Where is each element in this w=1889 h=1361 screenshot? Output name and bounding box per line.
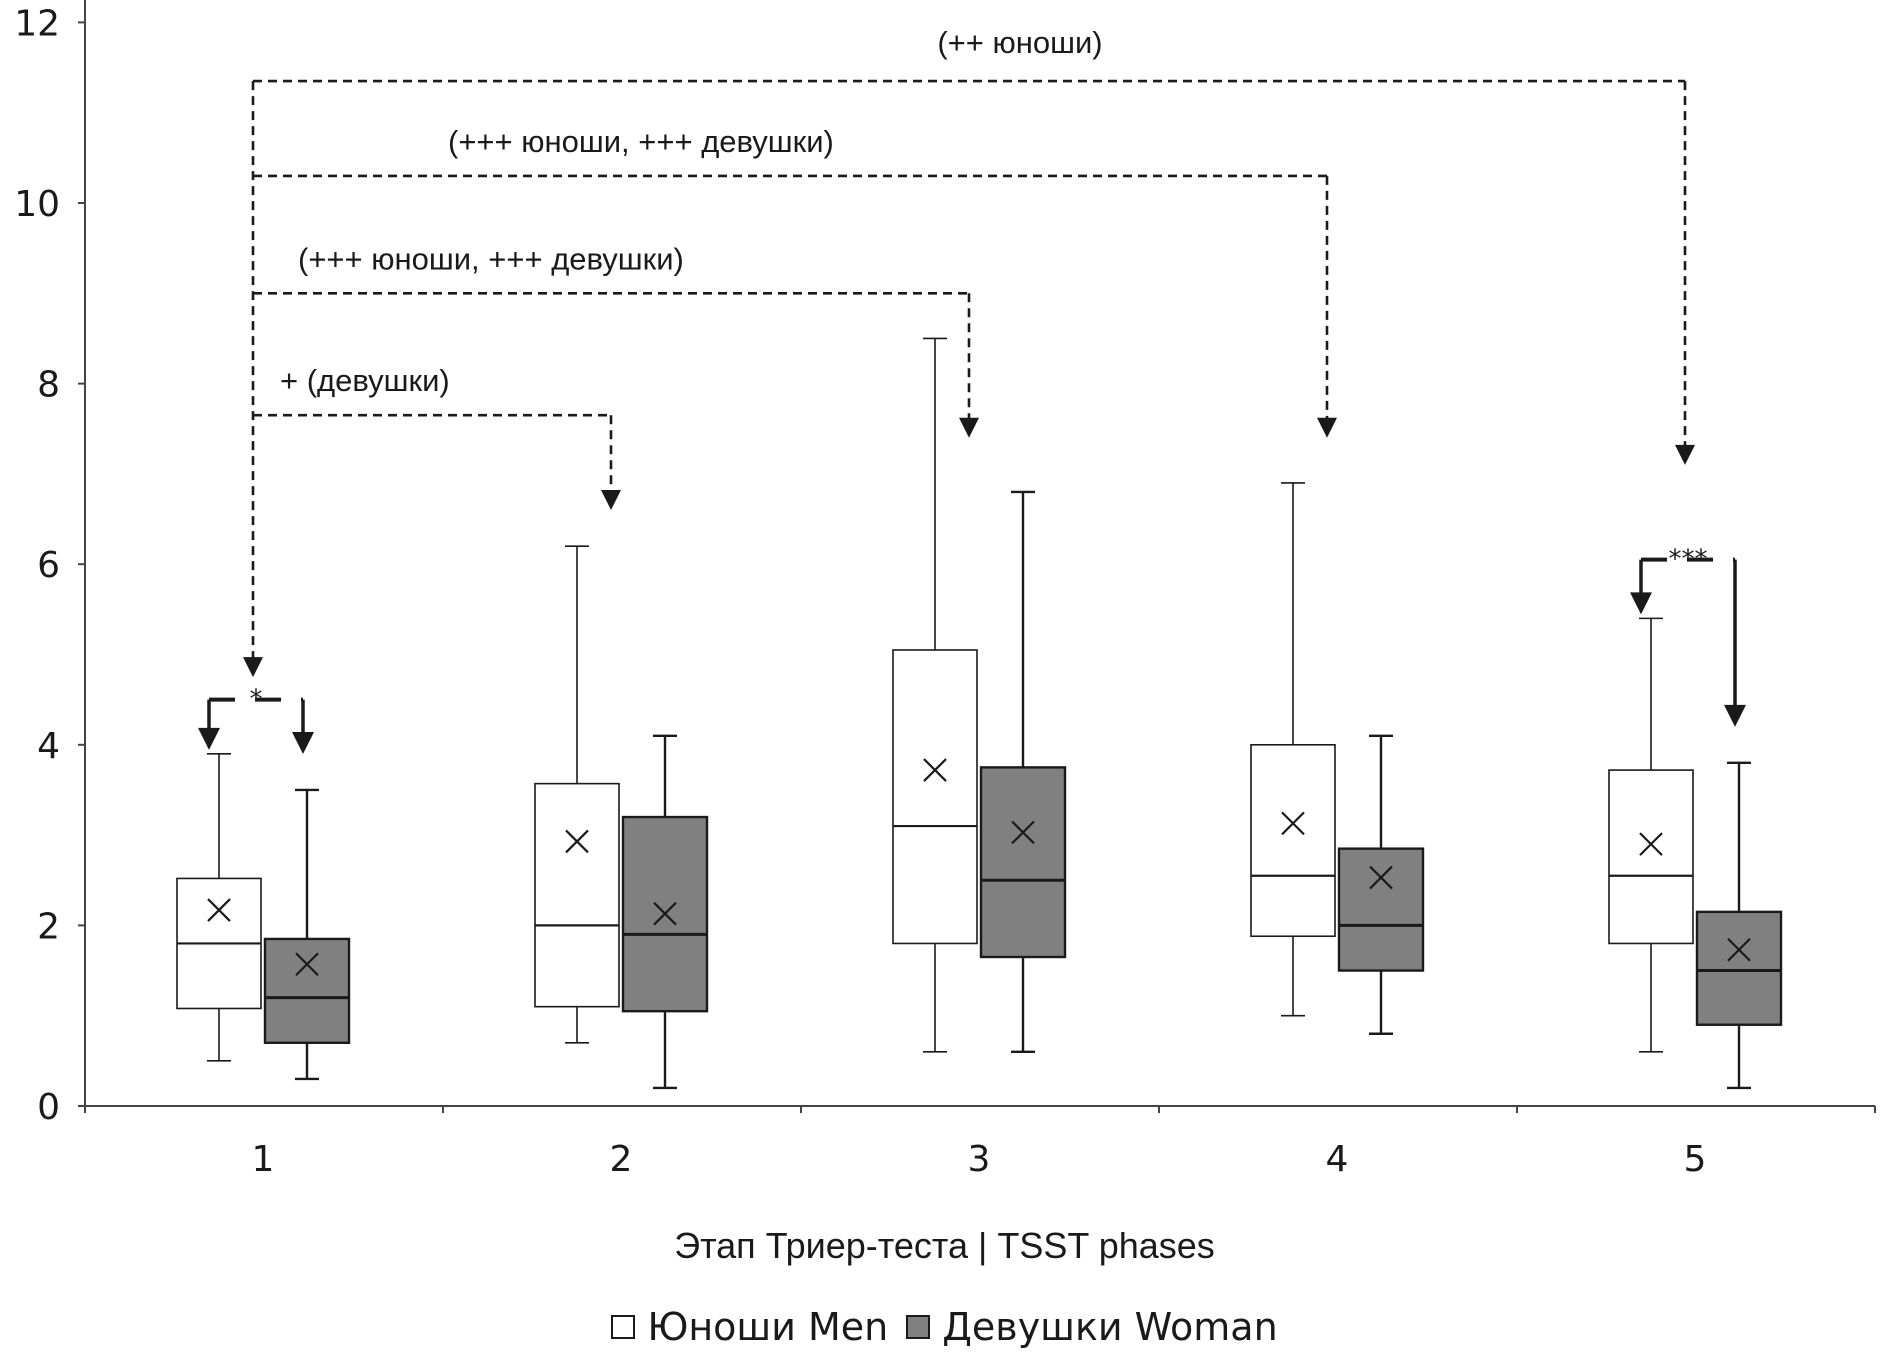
legend-swatch-women (906, 1315, 931, 1339)
legend-item-women: Девушки Woman (906, 1305, 1278, 1349)
mean-marker (565, 829, 589, 854)
mean-marker (1727, 938, 1751, 962)
x-tick-label: 3 (968, 1139, 991, 1180)
mean-marker (1011, 820, 1035, 845)
box (534, 782, 620, 1008)
legend-label-women: Девушки Woman (942, 1305, 1278, 1349)
mean-marker (207, 898, 231, 922)
sex-comparison-label: * (250, 685, 263, 715)
box (1608, 769, 1694, 945)
sex-comparison-arrowhead (292, 731, 314, 754)
box (1695, 910, 1783, 1026)
mean-marker (923, 758, 947, 782)
y-tick-label: 4 (37, 726, 60, 767)
legend-item-men: Юноши Men (611, 1305, 888, 1349)
y-tick-label: 8 (37, 365, 60, 406)
box (979, 766, 1067, 959)
boxes (176, 337, 1783, 1090)
box (1337, 847, 1425, 972)
mean-marker (1639, 832, 1663, 856)
y-tick-label: 2 (37, 906, 60, 947)
y-tick-label: 6 (37, 545, 60, 586)
annotations: + (девушки) (+++ юноши, +++ девушки) (+++ … (198, 25, 1746, 754)
x-tick-label: 1 (252, 1139, 275, 1180)
sex-comparison-arrowhead (1630, 592, 1652, 615)
box (1250, 743, 1336, 938)
phase-comparison-label: (+++ юноши, +++ девушки) (298, 241, 684, 276)
y-tick-label: 12 (14, 3, 60, 44)
legend: Юноши Men Девушки Woman (0, 1305, 1889, 1349)
x-tick-label: 5 (1684, 1139, 1707, 1180)
sex-comparison-label: *** (1669, 545, 1708, 575)
phase-comparison-label: (++ юноши) (937, 25, 1102, 60)
mean-marker (653, 901, 677, 926)
x-tick-label: 2 (610, 1139, 633, 1180)
legend-swatch-men (611, 1315, 636, 1339)
phase-comparison-arrowhead (601, 490, 621, 511)
x-tick-label: 4 (1326, 1139, 1349, 1180)
mean-marker (1281, 811, 1305, 836)
phase-comparison-arrowhead (1317, 417, 1337, 438)
x-axis-title: Этап Триер-теста | TSST phases (674, 1225, 1215, 1266)
sex-comparison-arrowhead (198, 727, 220, 750)
y-tick-label: 0 (37, 1087, 60, 1128)
phase-comparison-arrowhead (243, 657, 263, 678)
mean-marker (1369, 865, 1393, 890)
mean-marker (295, 952, 319, 977)
sex-comparison-arrowhead (1724, 704, 1746, 727)
box (892, 649, 978, 945)
phase-comparison-label: + (девушки) (280, 363, 450, 398)
phase-comparison-arrowhead (959, 417, 979, 438)
box (263, 937, 351, 1044)
phase-comparison-arrowhead (1675, 444, 1695, 465)
legend-label-men: Юноши Men (647, 1305, 889, 1349)
phase-comparison-label: (+++ юноши, +++ девушки) (448, 124, 834, 159)
y-tick-label: 10 (14, 184, 60, 225)
